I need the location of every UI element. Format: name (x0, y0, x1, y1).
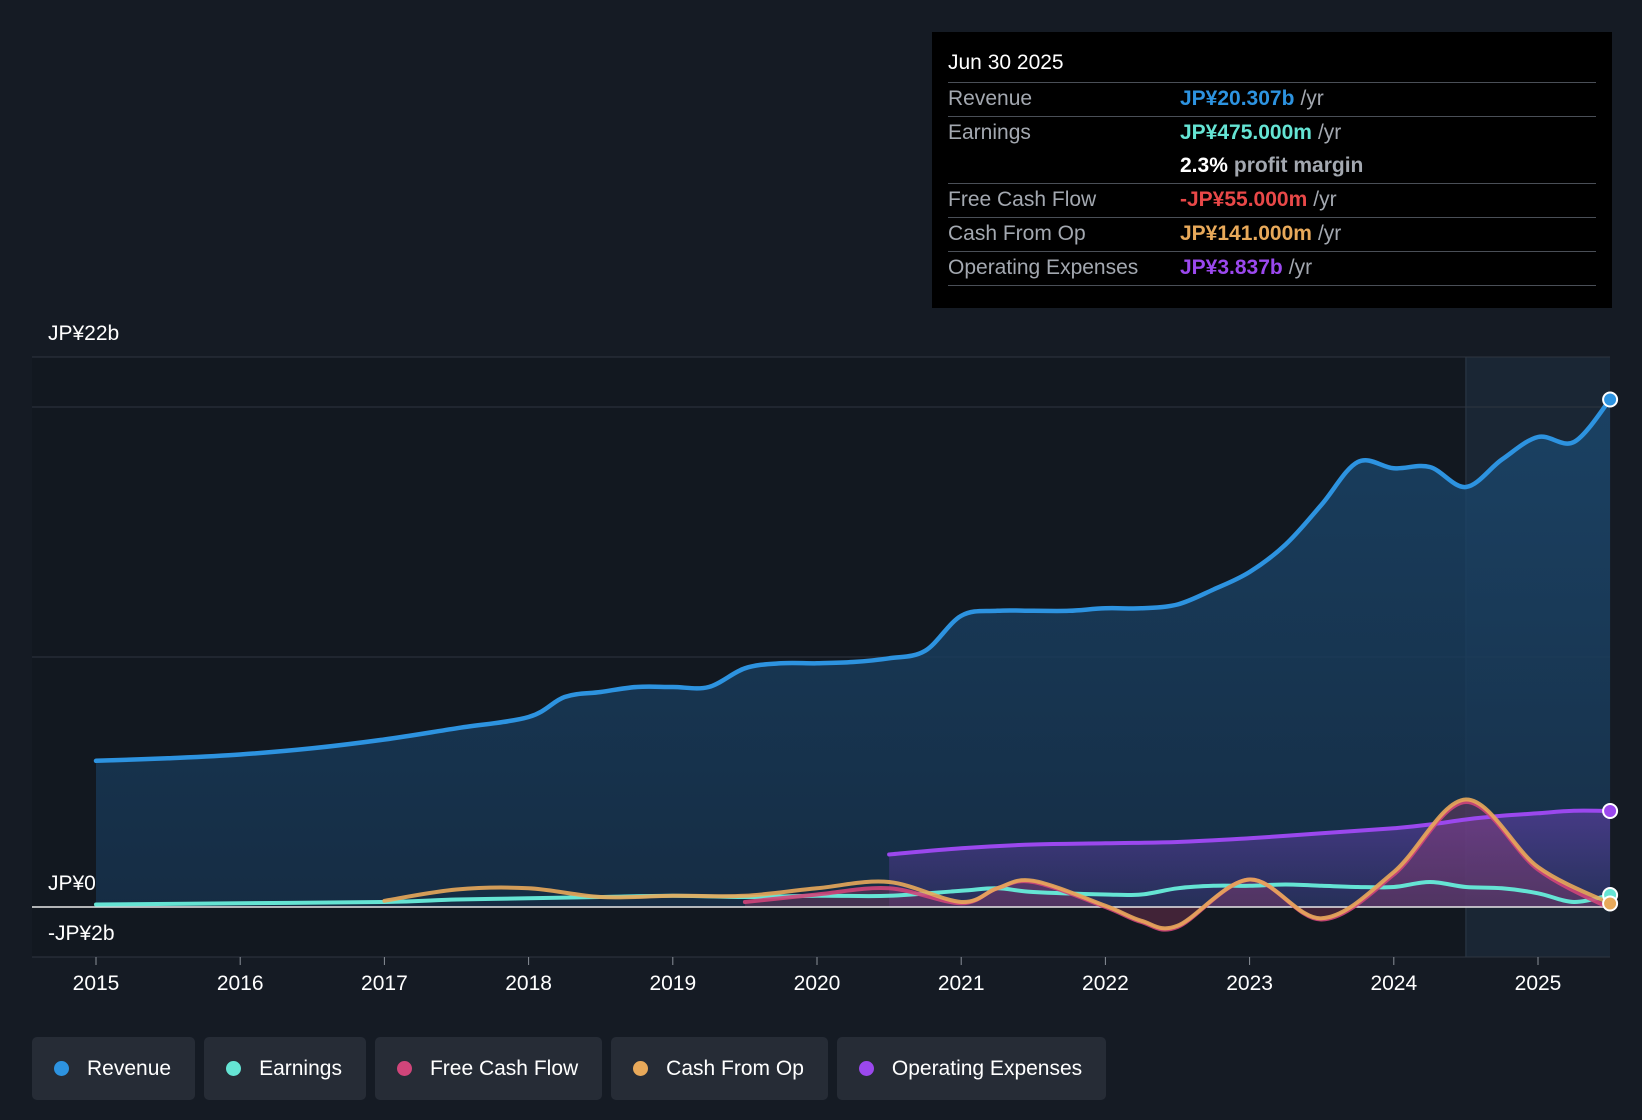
revenue-end-marker (1602, 391, 1619, 408)
opex-line (887, 808, 1613, 857)
x-tick-label: 2024 (1370, 972, 1417, 995)
revenue-area (96, 399, 1611, 907)
legend-label-earnings: Earnings (259, 1056, 342, 1080)
legend-label-operating-expenses: Operating Expenses (891, 1056, 1083, 1080)
tooltip-cfo-label: Cash From Op (948, 222, 1086, 245)
y-label-bottom: -JP¥2b (48, 922, 115, 945)
x-tick-label: 2019 (649, 972, 696, 995)
tooltip-row-margin: 2.3% profit margin (948, 150, 1596, 184)
x-tick-label: 2022 (1082, 972, 1129, 995)
x-tick-label: 2021 (938, 972, 985, 995)
tooltip-fcf-value: -JP¥55.000m (1180, 188, 1308, 211)
tooltip-cfo-value: JP¥141.000m (1180, 222, 1312, 245)
legend-item-operating-expenses[interactable]: Operating Expenses (836, 1037, 1107, 1100)
x-tick-label: 2018 (505, 972, 552, 995)
tooltip-row-revenue: Revenue JP¥20.307b /yr (948, 83, 1596, 117)
opex-end-marker (1602, 803, 1619, 819)
tooltip-revenue-label: Revenue (948, 87, 1033, 110)
legend-label-cash-from-op: Cash From Op (666, 1056, 804, 1080)
legend-label-free-cash-flow: Free Cash Flow (429, 1056, 579, 1080)
tooltip-margin-value: 2.3% (1180, 154, 1228, 177)
tooltip-opex-label: Operating Expenses (948, 256, 1139, 279)
tooltip-margin-label: profit margin (1233, 154, 1364, 177)
tooltip-fcf-unit: /yr (1313, 188, 1337, 211)
revenue-line (93, 397, 1613, 764)
legend-dot-revenue (54, 1061, 69, 1076)
x-tick-label: 2023 (1226, 972, 1273, 995)
tooltip-row-earnings: Earnings JP¥475.000m /yr (948, 117, 1596, 150)
tooltip-earnings-value: JP¥475.000m (1180, 121, 1312, 144)
tooltip-fcf-label: Free Cash Flow (948, 188, 1097, 211)
legend-item-free-cash-flow[interactable]: Free Cash Flow (374, 1037, 603, 1100)
legend-label-revenue: Revenue (87, 1056, 172, 1080)
tooltip-opex-unit: /yr (1288, 256, 1313, 279)
y-label-zero: JP¥0 (48, 872, 96, 895)
tooltip-earnings-unit: /yr (1317, 121, 1342, 144)
legend-dot-operating-expenses (858, 1061, 874, 1076)
data-tooltip: Jun 30 2025 Revenue JP¥20.307b /yr Earni… (932, 32, 1612, 308)
x-tick-label: 2015 (73, 972, 120, 995)
tooltip-row-cfo: Cash From Op JP¥141.000m /yr (948, 218, 1596, 252)
tooltip-row-fcf: Free Cash Flow -JP¥55.000m /yr (948, 184, 1596, 218)
chart-legend: Revenue Earnings Free Cash Flow Cash Fro… (32, 1037, 1107, 1100)
fcf-area (744, 801, 1611, 930)
tooltip-earnings-label: Earnings (948, 121, 1031, 144)
legend-item-revenue[interactable]: Revenue (32, 1037, 196, 1100)
tooltip-revenue-unit: /yr (1300, 87, 1324, 110)
cfo-end-marker (1602, 895, 1619, 912)
legend-dot-free-cash-flow (396, 1061, 412, 1076)
tooltip-date: Jun 30 2025 (948, 46, 1596, 83)
cfo-line (382, 797, 1613, 931)
tooltip-row-opex: Operating Expenses JP¥3.837b /yr (948, 252, 1596, 286)
legend-dot-cash-from-op (633, 1061, 649, 1076)
tooltip-cfo-unit: /yr (1317, 222, 1342, 245)
y-label-top: JP¥22b (48, 322, 119, 345)
x-tick-label: 2025 (1515, 972, 1562, 995)
tooltip-opex-value: JP¥3.837b (1180, 256, 1283, 279)
x-tick-label: 2017 (361, 972, 408, 995)
x-tick-label: 2020 (794, 972, 841, 995)
legend-item-cash-from-op[interactable]: Cash From Op (611, 1037, 828, 1100)
tooltip-revenue-value: JP¥20.307b (1180, 87, 1295, 110)
legend-dot-earnings (226, 1061, 242, 1076)
legend-item-earnings[interactable]: Earnings (204, 1037, 366, 1100)
x-tick-label: 2016 (217, 972, 264, 995)
